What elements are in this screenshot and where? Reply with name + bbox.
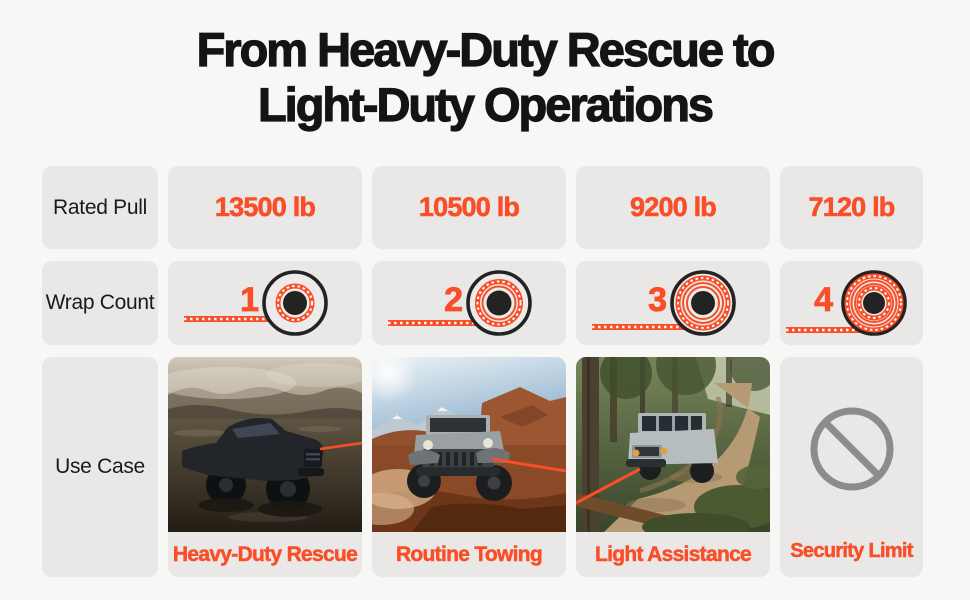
- rated-pull-value-3-text: 9200 lb: [630, 192, 717, 223]
- page-title: From Heavy-Duty Rescue to Light-Duty Ope…: [0, 22, 970, 132]
- use-case-caption: Security Limit: [790, 540, 914, 563]
- rated-pull-value-1-text: 13500 lb: [214, 192, 317, 223]
- wrap-count-cell-3: 3: [576, 261, 770, 345]
- wrap-count-number: 4: [814, 281, 834, 320]
- rated-pull-value-1: 13500 lb: [168, 166, 362, 249]
- row-label-use-case: Use Case: [42, 357, 158, 577]
- no-entry-icon: [810, 407, 893, 491]
- wrap-count-cell-1: 1: [168, 261, 362, 345]
- use-case-cell-3: Light Assistance: [576, 357, 770, 577]
- wrap-count-cell-2: 2: [372, 261, 566, 345]
- winch-drum-rope-icon: [592, 270, 736, 336]
- wrap-count-label: Wrap Count: [45, 291, 155, 314]
- jeep-desert-towing-photo: [372, 357, 566, 532]
- wrap-count-number: 1: [240, 281, 260, 320]
- suv-forest-trail-photo: [576, 357, 770, 532]
- rated-pull-value-2: 10500 lb: [372, 166, 566, 249]
- rated-pull-value-4: 7120 lb: [780, 166, 923, 249]
- use-case-caption: Routine Towing: [395, 542, 543, 566]
- winch-drum-rope-icon: [786, 270, 907, 336]
- use-case-label: Use Case: [55, 455, 145, 478]
- rated-pull-value-4-text: 7120 lb: [808, 192, 895, 223]
- truck-mud-rescue-photo: [168, 357, 362, 532]
- rated-pull-label: Rated Pull: [53, 195, 147, 219]
- spec-table: Rated Pull 13500 lb 10500 lb 9200 lb 712…: [42, 166, 923, 577]
- use-case-caption: Light Assistance: [594, 542, 752, 566]
- winch-drum-rope-icon: [184, 270, 328, 336]
- wrap-count-cell-4: 4: [780, 261, 923, 345]
- winch-drum-rope-icon: [388, 270, 532, 336]
- row-label-wrap-count: Wrap Count: [42, 261, 158, 345]
- page-title-line-1: From Heavy-Duty Rescue to: [196, 22, 776, 76]
- wrap-count-number: 2: [444, 281, 464, 320]
- rated-pull-value-3: 9200 lb: [576, 166, 770, 249]
- use-case-cell-2: Routine Towing: [372, 357, 566, 577]
- use-case-caption: Heavy-Duty Rescue: [172, 542, 358, 566]
- row-label-rated-pull: Rated Pull: [42, 166, 158, 249]
- use-case-cell-1: Heavy-Duty Rescue: [168, 357, 362, 577]
- page-title-line-2: Light-Duty Operations: [257, 77, 714, 131]
- rated-pull-value-2-text: 10500 lb: [418, 192, 521, 223]
- use-case-cell-4: Security Limit: [780, 357, 923, 577]
- wrap-count-number: 3: [648, 281, 668, 320]
